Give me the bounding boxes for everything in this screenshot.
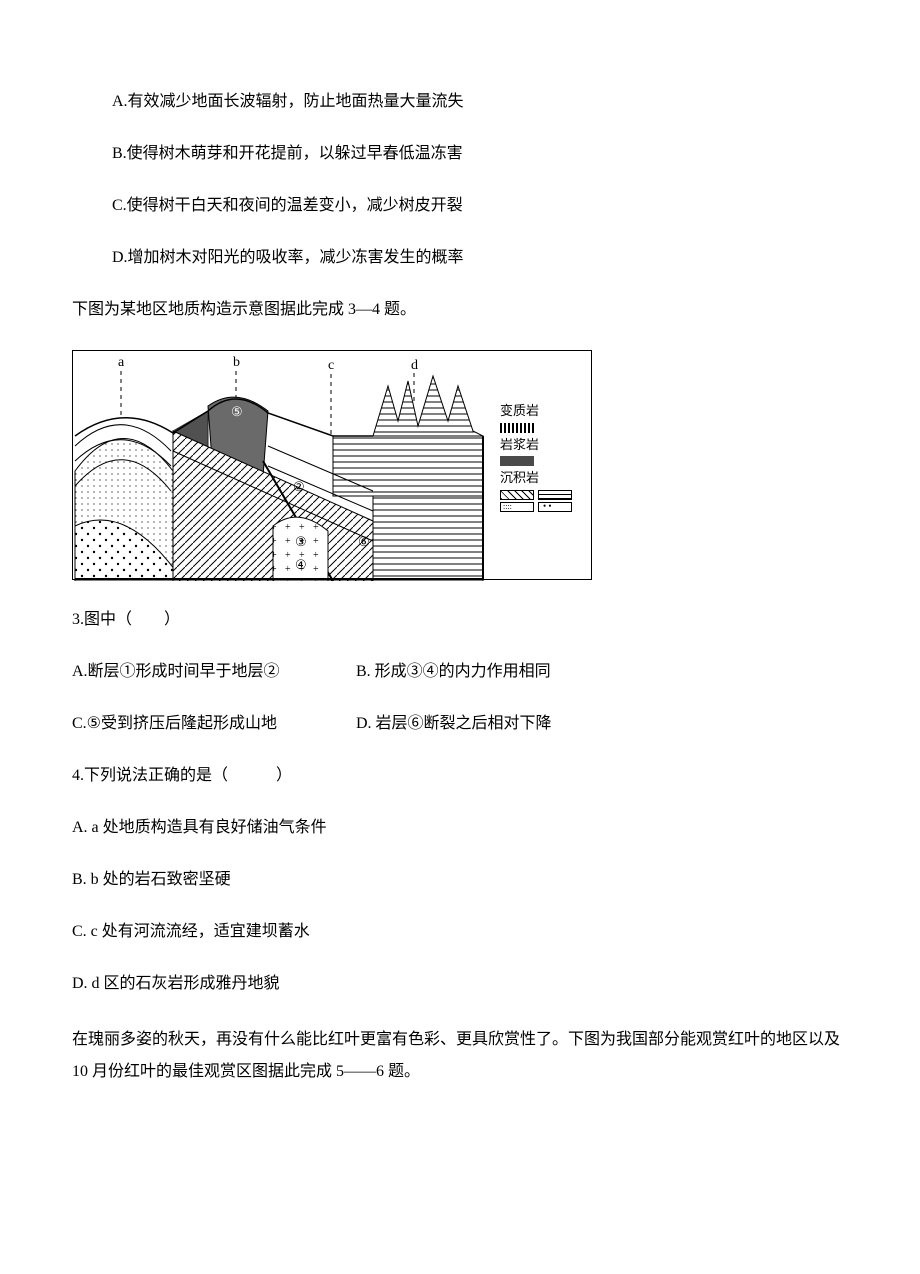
label-c: c (328, 358, 334, 373)
q4-option-d: D. d 区的石灰岩形成雅丹地貌 (72, 972, 848, 996)
q3-option-b: B. 形成③④的内力作用相同 (356, 660, 551, 684)
swatch-sed1 (500, 490, 534, 500)
q2-option-b: B.使得树木萌芽和开花提前，以躲过早春低温冻害 (72, 142, 848, 166)
intro-q5-6: 在瑰丽多姿的秋天，再没有什么能比红叶更富有色彩、更具欣赏性了。下图为我国部分能观… (72, 1024, 848, 1088)
swatch-sed2 (500, 502, 534, 512)
q3-options-ab: A.断层①形成时间早于地层② B. 形成③④的内力作用相同 (72, 660, 848, 684)
label-b: b (233, 355, 240, 370)
q2-option-d: D.增加树木对阳光的吸收率，减少冻害发生的概率 (72, 246, 848, 270)
q3-options-cd: C.⑤受到挤压后隆起形成山地 D. 岩层⑥断裂之后相对下降 (72, 712, 848, 736)
legend: 变质岩 岩浆岩 沉积岩 (500, 401, 585, 514)
circled-6: ⑥ (358, 534, 370, 549)
intro-q3-4: 下图为某地区地质构造示意图据此完成 3—4 题。 (72, 298, 848, 322)
geology-diagram: a b c d (72, 350, 592, 580)
legend-igneous-label: 岩浆岩 (500, 435, 539, 455)
q2-option-a: A.有效减少地面长波辐射，防止地面热量大量流失 (72, 90, 848, 114)
q4-option-c: C. c 处有河流流经，适宜建坝蓄水 (72, 920, 848, 944)
q3-option-a: A.断层①形成时间早于地层② (72, 660, 352, 684)
q3-stem: 3.图中（ ） (72, 608, 848, 632)
q4-option-a: A. a 处地质构造具有良好储油气条件 (72, 816, 848, 840)
circled-3: ③ (295, 534, 307, 549)
swatch-igneous (500, 456, 534, 466)
q4-stem: 4.下列说法正确的是（ ） (72, 764, 848, 788)
label-a: a (118, 355, 125, 370)
legend-sedimentary-label: 沉积岩 (500, 468, 539, 488)
circled-4: ④ (295, 557, 307, 572)
q4-option-b: B. b 处的岩石致密坚硬 (72, 868, 848, 892)
legend-metamorphic-label: 变质岩 (500, 401, 539, 421)
swatch-metamorphic (500, 423, 534, 433)
circled-2: ② (293, 479, 305, 494)
label-d: d (411, 358, 418, 373)
swatch-sed4 (538, 502, 572, 512)
q3-option-c: C.⑤受到挤压后隆起形成山地 (72, 712, 352, 736)
q3-option-d: D. 岩层⑥断裂之后相对下降 (356, 712, 552, 736)
circled-5: ⑤ (231, 404, 243, 419)
q2-option-c: C.使得树干白天和夜间的温差变小，减少树皮开裂 (72, 194, 848, 218)
swatch-sed3 (538, 490, 572, 500)
